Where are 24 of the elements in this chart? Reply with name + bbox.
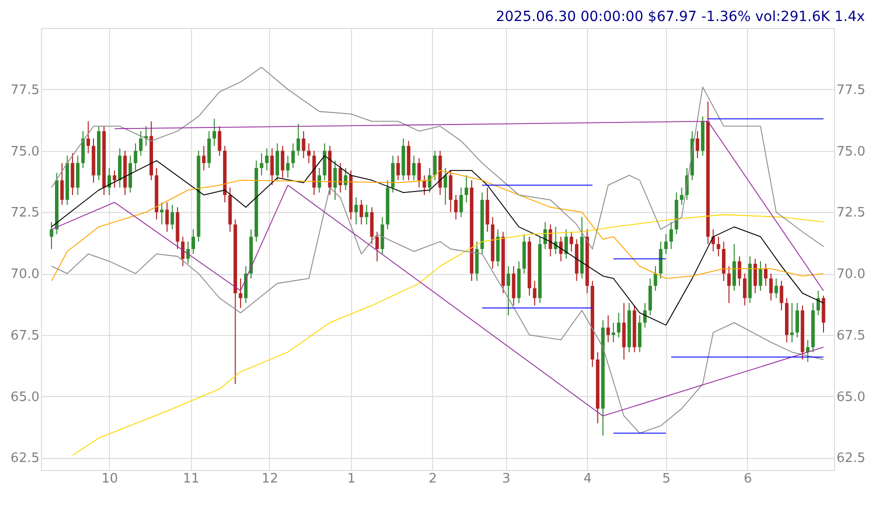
y2-tick-label: 65.0 [836,390,866,405]
y2-tick-label: 75.0 [836,144,866,160]
x-tick-label: 6 [744,472,752,486]
x-tick-label: 4 [584,472,592,486]
y2-tick-label: 70.0 [836,267,866,282]
x-tick-label: 10 [102,472,118,486]
y2-tick-label: 72.5 [836,206,866,221]
x-tick-label: 5 [662,472,671,486]
y2-tick-label: 77.5 [836,82,866,98]
x-tick-label: 12 [262,472,278,486]
x-tick-label: 3 [502,472,510,486]
x-tick-label: 11 [182,472,200,486]
y-tick-label: 62.5 [10,451,40,466]
x-tick-label: 1 [347,472,356,486]
y-tick-label: 75.0 [10,144,40,160]
x-tick-label: 2 [428,472,437,486]
y2-tick-label: 62.5 [836,451,866,466]
chart-title: 2025.06.30 00:00:00 $67.97 -1.36% vol:291.6K 1.4x [496,9,865,25]
y-tick-label: 67.5 [10,328,40,344]
y-tick-label: 65.0 [10,390,40,405]
y-tick-label: 72.5 [10,206,40,221]
y2-tick-label: 67.5 [836,328,866,344]
y-tick-label: 77.5 [10,82,40,98]
y-tick-label: 70.0 [10,267,40,282]
